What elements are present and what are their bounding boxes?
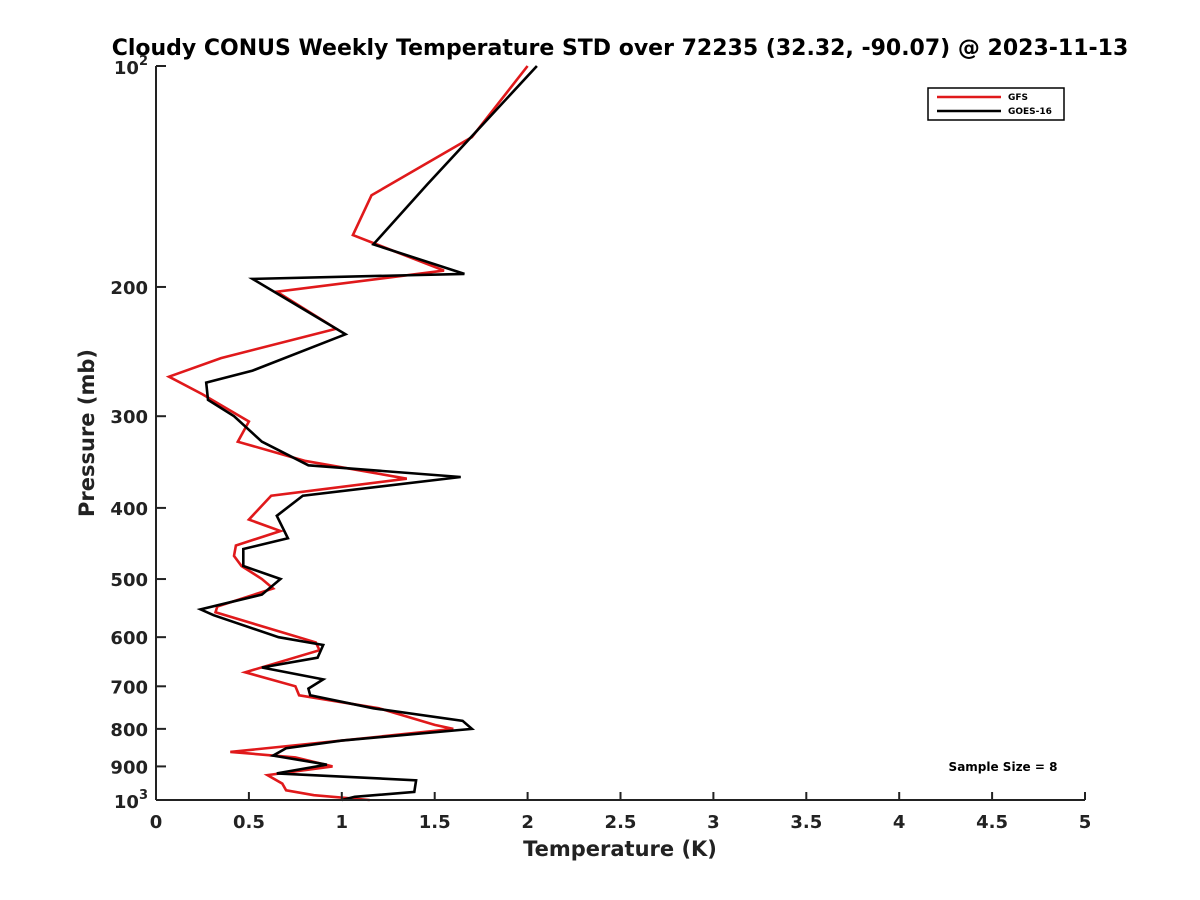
x-axis-ticks: 0 0.5 1 1.5 2 2.5 3 3.5 4 4.5 5 bbox=[150, 792, 1092, 833]
x-tick-label: 4 bbox=[893, 812, 906, 833]
series-line-gfs bbox=[165, 65, 529, 802]
y-tick-label: 600 bbox=[110, 628, 148, 649]
legend-label-goes-16: GOES-16 bbox=[1008, 107, 1052, 117]
x-tick-label: 4.5 bbox=[976, 812, 1008, 833]
x-tick-label: 3.5 bbox=[790, 812, 822, 833]
y-axis-ticks: 102 200 300 400 500 600 700 800 900 103 bbox=[110, 54, 166, 813]
x-axis-label: Temperature (K) bbox=[523, 837, 717, 861]
x-tick-label: 2 bbox=[521, 812, 534, 833]
x-tick-label: 0.5 bbox=[233, 812, 265, 833]
x-tick-label: 5 bbox=[1079, 812, 1092, 833]
y-tick-label: 700 bbox=[110, 677, 148, 698]
y-tick-label: 400 bbox=[110, 499, 148, 520]
y-tick-label: 200 bbox=[110, 278, 148, 299]
x-tick-label: 3 bbox=[707, 812, 720, 833]
series-line-goes-16 bbox=[196, 65, 538, 802]
y-tick-label: 500 bbox=[110, 570, 148, 591]
y-tick-label: 102 bbox=[114, 54, 148, 79]
x-tick-label: 1 bbox=[336, 812, 349, 833]
y-tick-label: 800 bbox=[110, 720, 148, 741]
sample-size-annotation: Sample Size = 8 bbox=[949, 760, 1058, 774]
x-tick-label: 1.5 bbox=[419, 812, 451, 833]
plot-lines bbox=[165, 65, 538, 802]
y-axis-label: Pressure (mb) bbox=[75, 349, 99, 517]
y-tick-label: 300 bbox=[110, 407, 148, 428]
chart-title: Cloudy CONUS Weekly Temperature STD over… bbox=[112, 36, 1129, 61]
legend-label-gfs: GFS bbox=[1008, 93, 1028, 103]
x-tick-label: 2.5 bbox=[605, 812, 637, 833]
y-tick-label: 103 bbox=[114, 788, 148, 813]
legend-box bbox=[927, 87, 1065, 121]
axes bbox=[155, 66, 1085, 801]
legend: GFS GOES-16 bbox=[927, 87, 1065, 121]
y-tick-label: 900 bbox=[110, 757, 148, 778]
x-tick-label: 0 bbox=[150, 812, 163, 833]
